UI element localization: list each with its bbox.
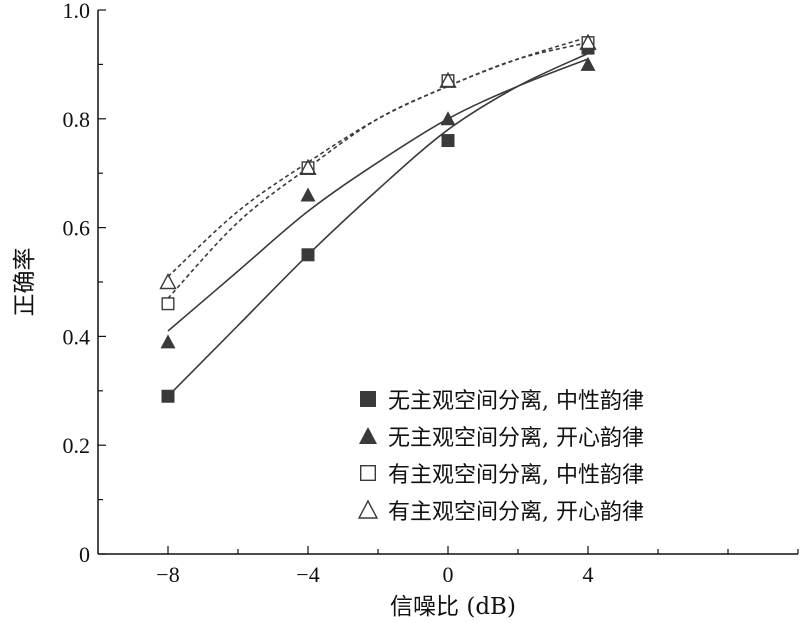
axes: 0 0.2 0.4 0.6 0.8 1.0 −8 −4 0 4 [63, 0, 799, 587]
data-point-series-2 [160, 334, 176, 349]
data-point-series-3 [441, 74, 455, 88]
fit-lines [167, 36, 589, 397]
x-tick-label: −8 [156, 562, 179, 587]
data-point-series-4 [439, 71, 457, 88]
legend-label-4: 有主观空间分离, 开心韵律 [388, 500, 644, 525]
legend-marker-2 [359, 427, 377, 444]
x-axis-label: 信噪比 (dB) [390, 594, 516, 620]
legend-label-2: 无主观空间分离, 开心韵律 [388, 426, 644, 451]
data-point-series-4 [299, 158, 317, 175]
legend-label-1: 无主观空间分离, 中性韵律 [388, 389, 644, 414]
x-tick-label: 4 [583, 562, 594, 587]
x-tick-label: −4 [296, 562, 319, 587]
legend-label-3: 有主观空间分离, 中性韵律 [388, 463, 644, 488]
data-point-series-2 [300, 187, 316, 202]
data-point-series-4 [579, 33, 597, 50]
data-point-series-2 [580, 56, 596, 71]
y-tick-label: 0.2 [63, 433, 91, 458]
data-point-series-3 [161, 297, 175, 311]
data-point-series-4 [159, 273, 177, 290]
y-tick-label: 0.8 [63, 107, 91, 132]
fit-line-4 [167, 36, 589, 278]
data-point-series-1 [441, 134, 455, 148]
y-axis-label: 正确率 [12, 248, 38, 317]
y-tick-label: 1.0 [63, 0, 91, 23]
data-point-series-1 [301, 248, 315, 262]
data-point-series-1 [161, 389, 175, 403]
fit-line-2 [167, 58, 589, 332]
y-tick-label: 0 [79, 542, 90, 567]
y-tick-label: 0.4 [63, 324, 91, 349]
legend-marker-1 [360, 391, 376, 407]
legend-marker-4 [357, 499, 379, 519]
data-point-series-2 [440, 111, 456, 126]
x-tick-label: 0 [443, 562, 454, 587]
fit-line-1 [167, 52, 589, 397]
data-markers [159, 33, 597, 403]
legend-marker-3 [360, 465, 377, 482]
y-tick-label: 0.6 [63, 216, 91, 241]
fit-line-3 [167, 41, 589, 299]
